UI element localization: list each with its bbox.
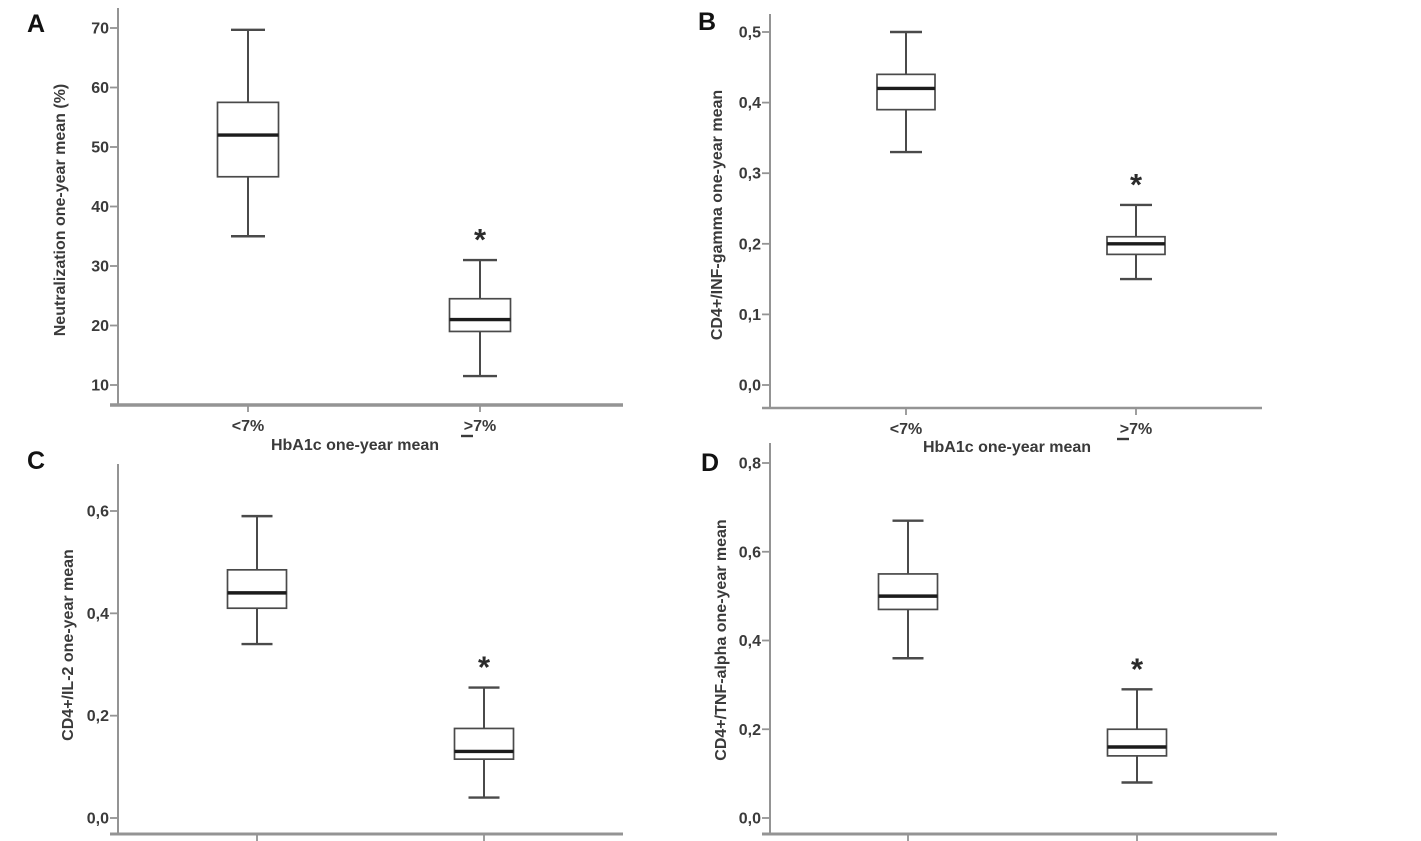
panel-a-plot: 10 20 30 40 50 60 70 Neutralization one-year me… [52, 8, 623, 454]
y-tick-label: 0,0 [739, 378, 761, 395]
y-axis-title: CD4+/TNF-alpha one-year mean [713, 519, 730, 760]
y-tick-label: 0,5 [739, 25, 761, 42]
box-rect [1106, 728, 1168, 757]
y-tick-label: 0,4 [87, 606, 109, 623]
significance-asterisk: * [1131, 651, 1144, 686]
y-tick-label: 0,3 [739, 166, 761, 183]
box-rect [877, 573, 939, 611]
box-rect [226, 568, 288, 610]
x-tick-label: <7% [890, 421, 922, 438]
x-axis-title: HbA1c one-year mean [923, 439, 1091, 456]
y-tick-label: 0,0 [739, 811, 761, 828]
y-tick-label: 60 [91, 80, 109, 97]
significance-asterisk: * [478, 650, 491, 685]
x-tick-label: >7% [1120, 421, 1152, 438]
box-rect [448, 297, 512, 333]
significance-asterisk: * [1130, 167, 1143, 202]
panel-letter-a: A [27, 10, 46, 38]
panel-letter-b: B [698, 8, 717, 36]
box-rect [216, 101, 280, 178]
box-rect [876, 73, 936, 111]
x-tick-label: <7% [232, 418, 264, 435]
y-tick-label: 0,1 [739, 307, 761, 324]
x-axis-title: HbA1c one-year mean [271, 437, 439, 454]
panel-letter-d: D [701, 449, 720, 477]
y-tick-label: 0,4 [739, 633, 761, 650]
x-tick-label: >7% [464, 418, 496, 435]
y-tick-label: 50 [91, 140, 109, 157]
y-tick-label: 0,2 [87, 708, 109, 725]
box-rect [453, 727, 515, 761]
y-tick-label: 0,4 [739, 95, 761, 112]
y-tick-label: 20 [91, 318, 109, 335]
y-tick-label: 0,6 [739, 544, 761, 561]
y-tick-label: 70 [91, 21, 109, 38]
y-tick-label: 0,6 [87, 504, 109, 521]
y-axis-title: Neutralization one-year mean (%) [52, 84, 69, 337]
y-axis-title: CD4+/INF-gamma one-year mean [709, 90, 726, 340]
panel-c-plot: 0,0 0,2 0,4 0,6 CD4+/IL-2 one-year mean * [60, 464, 623, 841]
panel-d-plot: 0,0 0,2 0,4 0,6 0,8 CD4+/TNF-alpha one-year m… [713, 443, 1277, 841]
y-axis-title: CD4+/IL-2 one-year mean [60, 549, 77, 741]
y-tick-label: 30 [91, 259, 109, 276]
y-tick-label: 40 [91, 199, 109, 216]
significance-asterisk: * [474, 222, 487, 257]
y-tick-label: 10 [91, 378, 109, 395]
box-rect [1106, 235, 1166, 256]
y-tick-label: 0,0 [87, 811, 109, 828]
y-tick-label: 0,8 [739, 456, 761, 473]
y-tick-label: 0,2 [739, 236, 761, 253]
panel-letter-c: C [27, 447, 46, 475]
panel-b-plot: 0,0 0,1 0,2 0,3 0,4 0,5 CD4+/INF-gamma one-yea… [709, 14, 1262, 456]
y-tick-label: 0,2 [739, 722, 761, 739]
